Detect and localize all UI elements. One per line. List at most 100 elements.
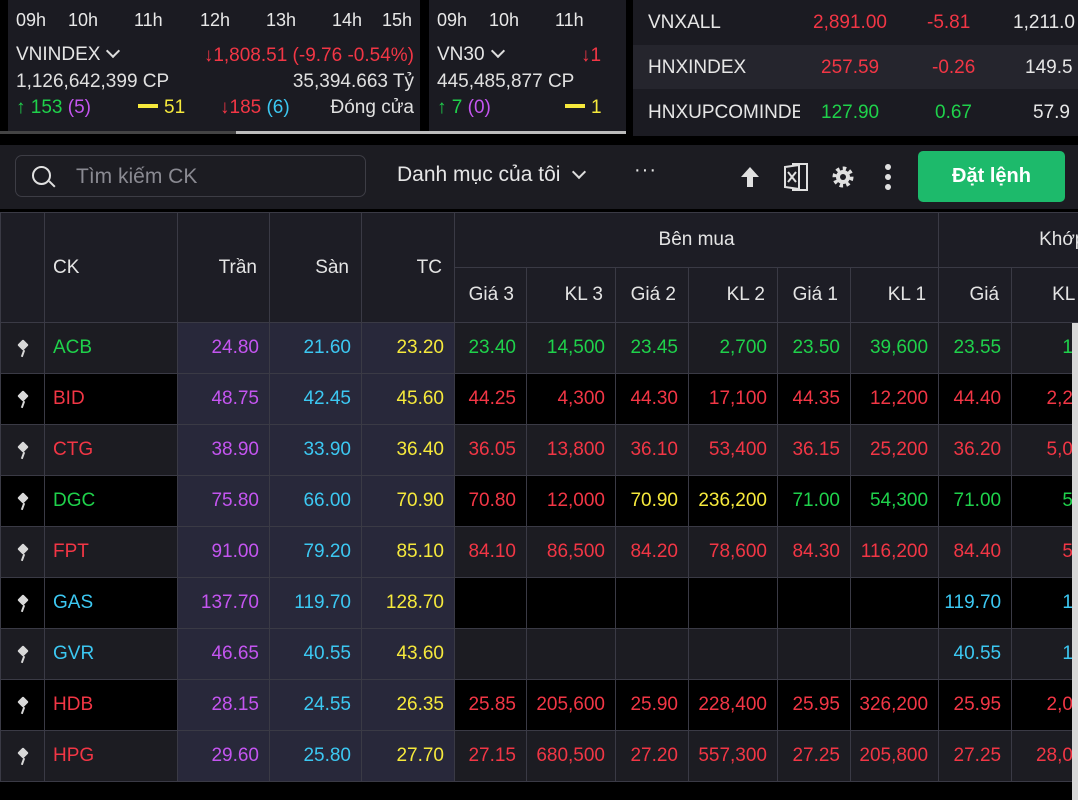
bid2-price-cell: 70.90 [615, 475, 689, 527]
symbol-cell[interactable]: CTG [44, 424, 178, 476]
bid1-price-cell: 25.95 [777, 679, 851, 731]
col-header-bid1-vol[interactable]: KL 1 [849, 267, 940, 323]
pin-cell[interactable] [0, 526, 45, 578]
pin-cell[interactable] [0, 322, 45, 374]
pin-icon[interactable] [18, 443, 28, 455]
place-order-button[interactable]: Đặt lệnh [918, 151, 1065, 202]
table-scrollbar[interactable] [1072, 323, 1078, 800]
bid3-price-cell: 27.15 [454, 730, 527, 782]
table-row[interactable]: CTG 38.90 33.90 36.40 36.05 13,800 36.10 53,400… [0, 424, 1078, 476]
bid1-price-cell: 23.50 [777, 322, 851, 374]
col-header-bid2-price[interactable]: Giá 2 [615, 267, 689, 323]
pin-cell[interactable] [0, 424, 45, 476]
col-header-ceiling[interactable]: Trần [177, 212, 270, 323]
index-selector[interactable]: VN30 [437, 43, 505, 66]
index-selector[interactable]: VNINDEX [16, 43, 121, 66]
bid2-price-cell [615, 628, 689, 680]
bid1-price-cell: 84.30 [777, 526, 851, 578]
vn30-card[interactable]: 09h 10h 11h VN30 ↓1 445,485,877 CP ↑ 7 (… [429, 0, 626, 131]
table-row[interactable]: HDB 28.15 24.55 26.35 25.85 205,600 25.90 228,4… [0, 679, 1078, 731]
symbol-cell[interactable]: GAS [44, 577, 178, 629]
symbol-cell[interactable]: GVR [44, 628, 178, 680]
pin-cell[interactable] [0, 679, 45, 731]
hour-label: 10h [489, 10, 520, 30]
col-header-ck[interactable]: CK [44, 212, 178, 323]
pin-cell[interactable] [0, 577, 45, 629]
pin-cell[interactable] [0, 373, 45, 425]
vnindex-card[interactable]: 09h 10h 11h 12h 13h 14h 15h VNINDEX ↓1,8… [8, 0, 420, 131]
match-price-cell: 119.70 [938, 577, 1013, 629]
col-header-match-price[interactable]: Giá [938, 267, 1013, 323]
col-header-ref[interactable]: TC [361, 212, 455, 323]
symbol-cell[interactable]: HDB [44, 679, 178, 731]
pin-icon[interactable] [18, 341, 28, 353]
breadth-same: 51 [138, 97, 185, 119]
bid2-price-cell: 27.20 [615, 730, 689, 782]
arrow-up-icon: ↑ [437, 97, 447, 118]
symbol-cell[interactable]: DGC [44, 475, 178, 527]
bid3-price-cell: 25.85 [454, 679, 527, 731]
table-row[interactable]: FPT 91.00 79.20 85.10 84.10 86,500 84.20 78,600… [0, 526, 1078, 578]
gear-icon[interactable] [830, 164, 856, 190]
table-row[interactable]: HPG 29.60 25.80 27.70 27.15 680,500 27.20 557,3… [0, 730, 1078, 782]
search-input[interactable] [74, 162, 358, 192]
index-row-value: 127.90 [821, 102, 880, 123]
hour-axis: 09h 10h 11h [429, 10, 626, 34]
index-row-change: -5.81 [927, 12, 971, 33]
bid3-price-cell: 36.05 [454, 424, 527, 476]
pin-icon[interactable] [18, 545, 28, 557]
hour-label: 10h [68, 10, 99, 30]
symbol-cell[interactable]: HPG [44, 730, 178, 782]
bid2-vol-cell: 78,600 [688, 526, 778, 578]
index-value: ↓1,808.51 (-9.76 -0.54%) [204, 45, 414, 67]
table-row[interactable]: ACB 24.80 21.60 23.20 23.40 14,500 23.45 2,700 2… [0, 322, 1078, 374]
chevron-down-icon [490, 43, 505, 59]
table-row[interactable]: BID 48.75 42.45 45.60 44.25 4,300 44.30 17,100 4… [0, 373, 1078, 425]
index-row[interactable]: HNXUPCOMINDEX 127.90 0.67 57.9 [633, 90, 1078, 134]
index-row[interactable]: HNXINDEX 257.59 -0.26 149.5 [633, 45, 1078, 89]
cards-scrollbar-thumb[interactable] [236, 131, 626, 134]
col-header-match-vol[interactable]: KL [1011, 267, 1078, 323]
pin-icon[interactable] [18, 392, 28, 404]
search-box[interactable] [15, 155, 366, 197]
upload-icon[interactable] [738, 165, 762, 189]
symbol-cell[interactable]: BID [44, 373, 178, 425]
bid2-vol-cell: 557,300 [688, 730, 778, 782]
down-count: 185 [229, 97, 262, 118]
bid2-vol-cell [688, 577, 778, 629]
pin-cell[interactable] [0, 475, 45, 527]
index-row[interactable]: VNXALL 2,891.00 -5.81 1,211.0 [633, 0, 1078, 44]
ceiling-cell: 24.80 [177, 322, 270, 374]
ceiling-cell: 46.65 [177, 628, 270, 680]
pin-icon[interactable] [18, 494, 28, 506]
excel-export-icon[interactable] [783, 162, 811, 192]
bid1-vol-cell: 12,200 [849, 373, 940, 425]
portfolio-dropdown[interactable]: Danh mục của tôi [397, 163, 587, 187]
ceiling-cell: 75.80 [177, 475, 270, 527]
symbol-cell[interactable]: ACB [44, 322, 178, 374]
col-header-bid2-vol[interactable]: KL 2 [688, 267, 778, 323]
bid3-vol-cell [526, 628, 616, 680]
kebab-menu-icon[interactable] [884, 163, 892, 191]
col-header-bid3-price[interactable]: Giá 3 [454, 267, 527, 323]
col-header-floor[interactable]: Sàn [269, 212, 362, 323]
col-header-bid3-vol[interactable]: KL 3 [526, 267, 616, 323]
floor-cell: 66.00 [269, 475, 362, 527]
bid1-vol-cell: 39,600 [849, 322, 940, 374]
pin-icon[interactable] [18, 647, 28, 659]
pin-cell[interactable] [0, 628, 45, 680]
pin-icon[interactable] [18, 749, 28, 761]
table-row[interactable]: DGC 75.80 66.00 70.90 70.80 12,000 70.90 236,20… [0, 475, 1078, 527]
symbol-cell[interactable]: FPT [44, 526, 178, 578]
ref-cell: 128.70 [361, 577, 455, 629]
pin-cell[interactable] [0, 730, 45, 782]
bid1-price-cell: 71.00 [777, 475, 851, 527]
pin-header [0, 212, 45, 323]
col-header-bid1-price[interactable]: Giá 1 [777, 267, 851, 323]
pin-icon[interactable] [18, 698, 28, 710]
match-price-cell: 44.40 [938, 373, 1013, 425]
pin-icon[interactable] [18, 596, 28, 608]
more-options-button[interactable]: ··· [634, 159, 657, 181]
